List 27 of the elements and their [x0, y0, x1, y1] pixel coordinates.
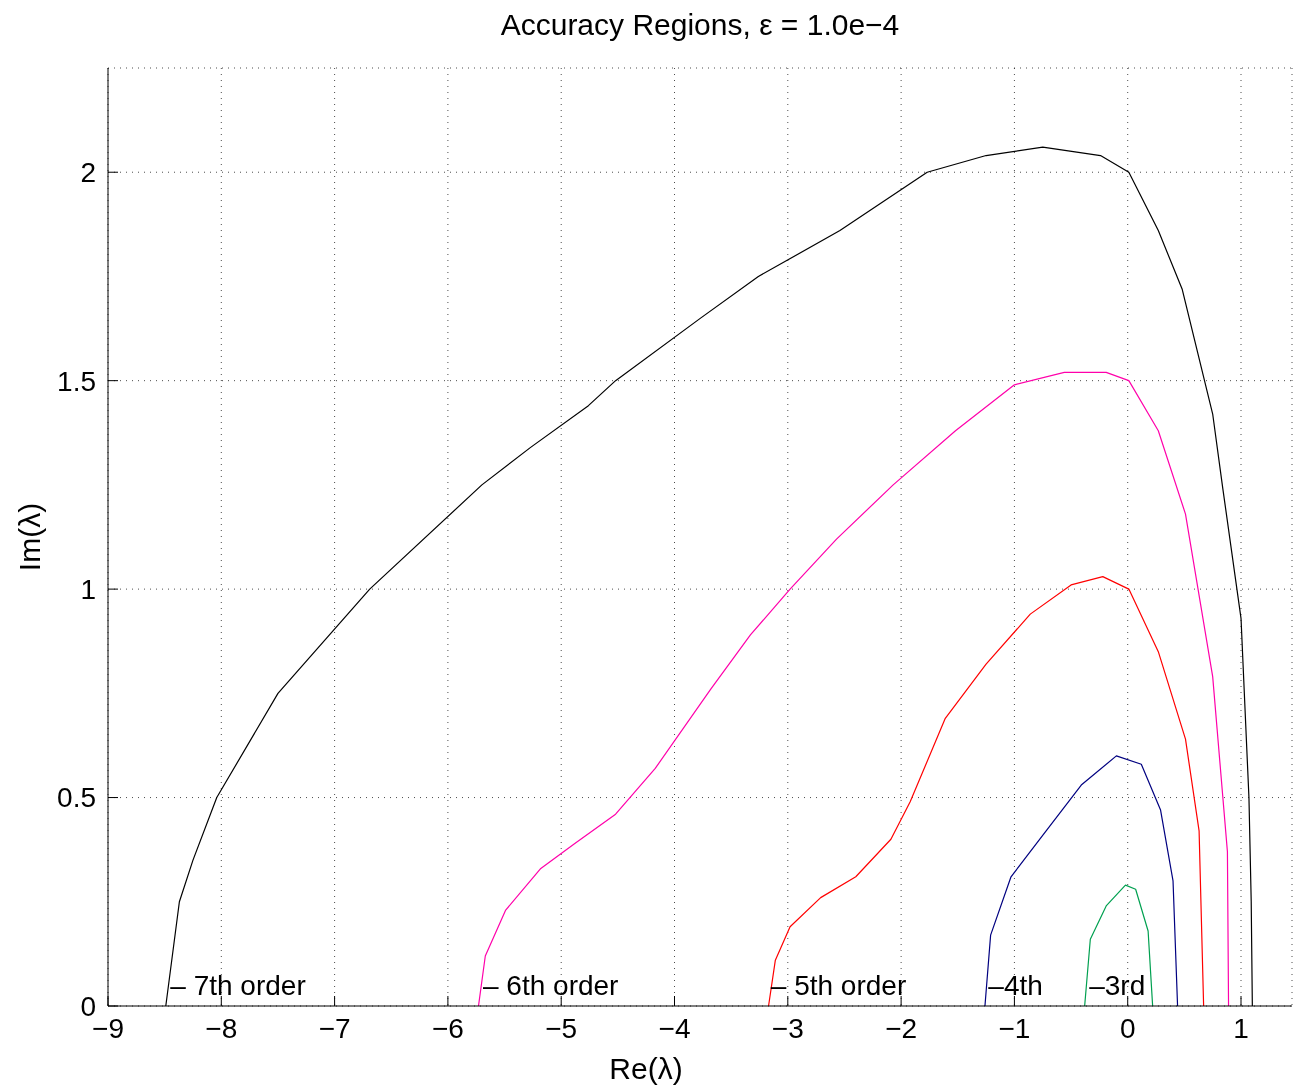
x-tick-label: 1 — [1233, 1012, 1249, 1044]
chart-title: Accuracy Regions, ε = 1.0e−4 — [499, 8, 901, 42]
line-series — [1084, 884, 1154, 1006]
annotation: –4th — [988, 970, 1043, 1002]
y-tick-label: 0.5 — [57, 782, 96, 814]
line-series — [984, 755, 1179, 1006]
y-axis-title: Im(λ) — [13, 502, 47, 572]
y-tick-label: 0 — [80, 990, 96, 1022]
x-tick-label: −4 — [658, 1012, 691, 1044]
x-tick-label: −1 — [998, 1012, 1031, 1044]
y-tick-label: 1 — [80, 574, 96, 606]
x-tick-label: −6 — [431, 1012, 464, 1044]
y-tick-label: 1.5 — [57, 365, 96, 397]
x-tick-label: −7 — [318, 1012, 351, 1044]
y-tick-label: 2 — [80, 157, 96, 189]
x-tick-label: −8 — [205, 1012, 238, 1044]
annotation: – 6th order — [483, 970, 619, 1002]
x-tick-label: 0 — [1119, 1012, 1136, 1044]
annotation: –3rd — [1089, 970, 1146, 1002]
x-tick-label: −2 — [885, 1012, 918, 1044]
line-series — [767, 576, 1205, 1006]
annotation: – 5th order — [770, 970, 907, 1002]
x-tick-label: −5 — [545, 1012, 578, 1044]
line-series — [477, 371, 1230, 1006]
x-tick-label: −3 — [771, 1012, 804, 1044]
annotation: – 7th order — [170, 970, 306, 1002]
x-axis-title: Re(λ) — [609, 1052, 683, 1086]
